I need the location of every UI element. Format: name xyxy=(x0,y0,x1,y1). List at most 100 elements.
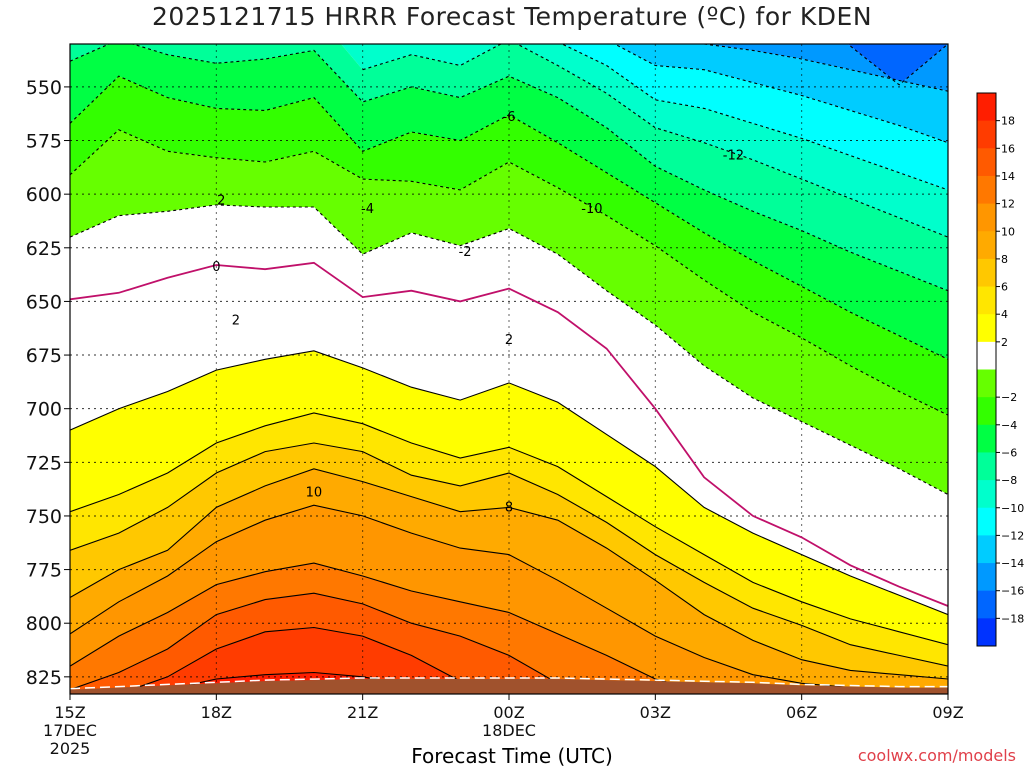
temp-band-10 xyxy=(70,505,948,694)
colorbar-swatch-15 xyxy=(977,507,996,536)
colorbar-swatch-3 xyxy=(977,175,996,205)
isotherm-4 xyxy=(70,412,948,646)
y-tick-label-750: 750 xyxy=(26,506,62,528)
colorbar-label-14: −12 xyxy=(1001,529,1024,542)
contour-label-5: -2 xyxy=(459,245,472,260)
contour-label-2: 2 xyxy=(217,194,225,209)
colorbar-swatch-4 xyxy=(977,203,996,232)
colorbar-swatch-13 xyxy=(977,452,996,481)
isotherm--6 xyxy=(70,75,948,360)
colorbar-label-5: 8 xyxy=(1001,253,1008,266)
colorbar-label-9: −2 xyxy=(1001,391,1017,404)
isotherm--4 xyxy=(70,129,948,416)
isotherm-8 xyxy=(70,468,948,680)
colorbar-label-6: 6 xyxy=(1001,281,1008,294)
contour-label-8: 2 xyxy=(505,333,513,348)
colorbar-label-10: −4 xyxy=(1001,419,1017,432)
temp-band-4 xyxy=(70,413,948,667)
colorbar-label-1: 16 xyxy=(1001,142,1015,155)
y-tick-label-600: 600 xyxy=(26,184,62,206)
colorbar-label-17: −18 xyxy=(1001,612,1024,625)
temp-band-2 xyxy=(70,350,948,645)
temp-band--4 xyxy=(70,129,948,495)
terrain xyxy=(70,679,948,694)
colorbar-swatch-1 xyxy=(977,120,996,149)
colorbar-swatch-11 xyxy=(977,397,996,426)
x-tick-label-21Z: 21Z xyxy=(347,703,378,722)
colorbar-swatch-8 xyxy=(977,314,996,343)
colorbar-frame xyxy=(976,92,997,647)
contour-label-3: -4 xyxy=(361,202,374,217)
temp-band--6 xyxy=(70,76,948,416)
colorbar-swatch-9 xyxy=(977,341,996,370)
x-tick-sublabel-17DEC: 17DEC xyxy=(43,721,97,740)
y-tick-label-725: 725 xyxy=(26,452,62,474)
isotherm--16 xyxy=(704,44,948,92)
y-tick-label-800: 800 xyxy=(26,613,62,635)
x-tick-label-18Z: 18Z xyxy=(201,703,232,722)
colorbar-label-13: −10 xyxy=(1001,502,1024,515)
temp-band-0 xyxy=(70,262,948,615)
contour-label-10: 8 xyxy=(505,500,513,515)
chart-title: 2025121715 HRRR Forecast Temperature (ºC… xyxy=(151,2,873,31)
colorbar-swatch-0 xyxy=(977,93,996,122)
temp-band-14 xyxy=(70,593,575,694)
colorbar-label-7: 4 xyxy=(1001,308,1008,321)
isotherm--2 xyxy=(70,204,948,495)
contour-label-4: -10 xyxy=(581,202,602,217)
colorbar-label-3: 12 xyxy=(1001,198,1015,211)
y-tick-label-650: 650 xyxy=(26,291,62,313)
contour-label-9: 10 xyxy=(306,485,323,500)
colorbar-label-16: −16 xyxy=(1001,585,1024,598)
credit-text: coolwx.com/models xyxy=(857,746,1016,765)
temp-band--20 xyxy=(847,44,948,85)
temp-band-6 xyxy=(70,443,948,679)
colorbar-swatch-12 xyxy=(977,424,996,453)
colorbar-label-12: −8 xyxy=(1001,474,1017,487)
x-tick-label-06Z: 06Z xyxy=(786,703,817,722)
x-axis-label: Forecast Time (UTC) xyxy=(411,744,613,768)
isotherm-0 xyxy=(70,261,948,607)
x-tick-label-03Z: 03Z xyxy=(640,703,671,722)
y-tick-label-625: 625 xyxy=(26,238,62,260)
colorbar-swatch-19 xyxy=(977,618,996,647)
x-tick-sublabel-18DEC: 18DEC xyxy=(482,721,536,740)
y-tick-label-825: 825 xyxy=(26,667,62,689)
colorbar-swatch-5 xyxy=(977,231,996,260)
contour-label-7: 2 xyxy=(232,314,240,329)
colorbar-swatch-18 xyxy=(977,590,996,619)
colorbar-swatch-14 xyxy=(977,480,996,509)
isotherm-6 xyxy=(70,442,948,667)
temp-band-12 xyxy=(70,563,709,694)
colorbar-label-2: 14 xyxy=(1001,170,1015,183)
colorbar-swatch-16 xyxy=(977,535,996,564)
y-tick-label-575: 575 xyxy=(26,131,62,153)
y-tick-label-700: 700 xyxy=(26,399,62,421)
y-tick-label-775: 775 xyxy=(26,560,62,582)
contour-label-1: -12 xyxy=(723,149,744,164)
colorbar-swatch-6 xyxy=(977,258,996,288)
colorbar-label-11: −6 xyxy=(1001,446,1017,459)
colorbar-swatch-2 xyxy=(977,148,996,177)
x-tick-label-15Z: 15Z xyxy=(54,703,85,722)
isotherm-10 xyxy=(70,504,948,693)
colorbar-label-8: 2 xyxy=(1001,336,1008,349)
isotherm-2 xyxy=(70,350,948,616)
colorbar-swatch-17 xyxy=(977,563,996,592)
colorbar-label-4: 10 xyxy=(1001,225,1015,238)
temp-band--18 xyxy=(704,44,948,92)
y-tick-label-675: 675 xyxy=(26,345,62,367)
colorbar-label-0: 18 xyxy=(1001,115,1015,128)
contour-label-6: 0 xyxy=(212,260,220,275)
colorbar-swatch-10 xyxy=(977,369,996,398)
isotherm--12 xyxy=(560,44,948,191)
x-tick-sublabel-2025: 2025 xyxy=(50,739,91,758)
temp-band-8 xyxy=(70,468,948,692)
plot-area: -6 -12 2 -4 -10 -2 0 2 2 10 8 xyxy=(70,44,948,694)
x-tick-label-00Z: 00Z xyxy=(493,703,524,722)
terrain-edge xyxy=(70,677,948,690)
isotherm--10 xyxy=(362,44,948,238)
y-tick-label-550: 550 xyxy=(26,77,62,99)
isotherm-12 xyxy=(70,562,705,693)
